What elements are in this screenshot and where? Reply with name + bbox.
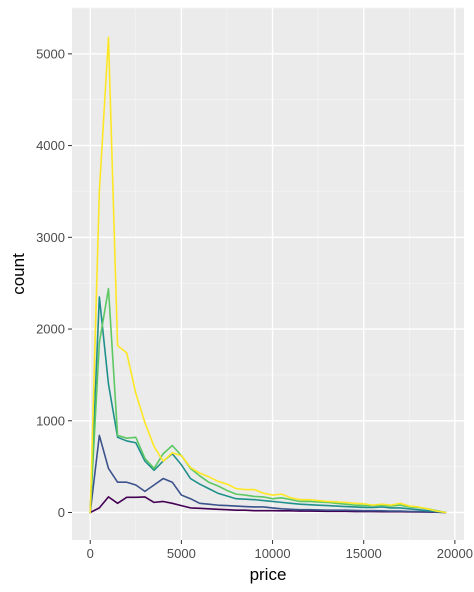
y-tick-label: 3000 (36, 230, 65, 245)
major-gridlines (72, 8, 464, 540)
y-axis-title: count (9, 253, 28, 295)
minor-gridlines (72, 7, 464, 540)
x-tick-label: 0 (87, 546, 94, 561)
y-tick-label: 4000 (36, 138, 65, 153)
series-line-2 (89, 434, 447, 514)
x-tick-label: 20000 (437, 546, 473, 561)
panel-background (72, 8, 464, 540)
x-tick-label: 5000 (167, 546, 196, 561)
y-tick-label: 1000 (36, 413, 65, 428)
series-line-5 (89, 36, 447, 514)
y-tick-label: 0 (58, 505, 65, 520)
series-line-3 (89, 296, 447, 514)
x-tick-label: 15000 (346, 546, 382, 561)
y-tick-label: 2000 (36, 322, 65, 337)
x-axis-title: price (250, 565, 287, 584)
series-line-4 (89, 287, 447, 514)
axis-ticks (68, 53, 456, 544)
x-tick-label: 10000 (254, 546, 290, 561)
y-tick-label: 5000 (36, 46, 65, 61)
tick-labels: 0 5000 10000 15000 20000 0 1000 2000 3000 4000 500… (36, 46, 473, 561)
series-lines (89, 36, 447, 514)
